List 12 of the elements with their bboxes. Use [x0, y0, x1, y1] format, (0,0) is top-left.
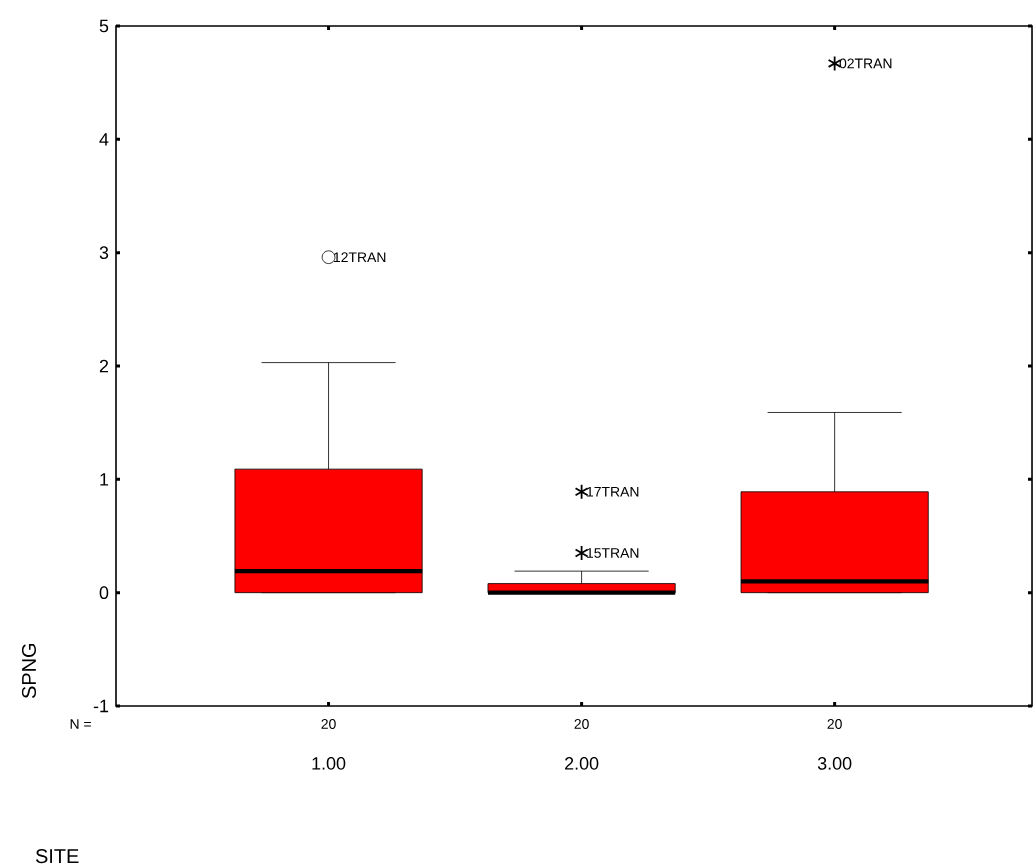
- x-axis-title: SITE: [35, 849, 79, 864]
- y-tick-label: 4: [99, 133, 109, 146]
- y-axis-title: SPNG: [21, 643, 37, 699]
- y-tick-label: 2: [99, 359, 109, 373]
- x-tick-label: 3.00: [817, 757, 852, 770]
- y-tick-label: 3: [99, 246, 109, 260]
- x-tick-label: 1.00: [312, 757, 346, 770]
- y-tick-label: 1: [100, 473, 109, 486]
- y-tick-label: 5: [99, 19, 109, 33]
- y-tick-label: -1: [93, 699, 109, 713]
- x-tick-label: 2.00: [565, 757, 599, 770]
- y-tick-label: 0: [99, 586, 109, 600]
